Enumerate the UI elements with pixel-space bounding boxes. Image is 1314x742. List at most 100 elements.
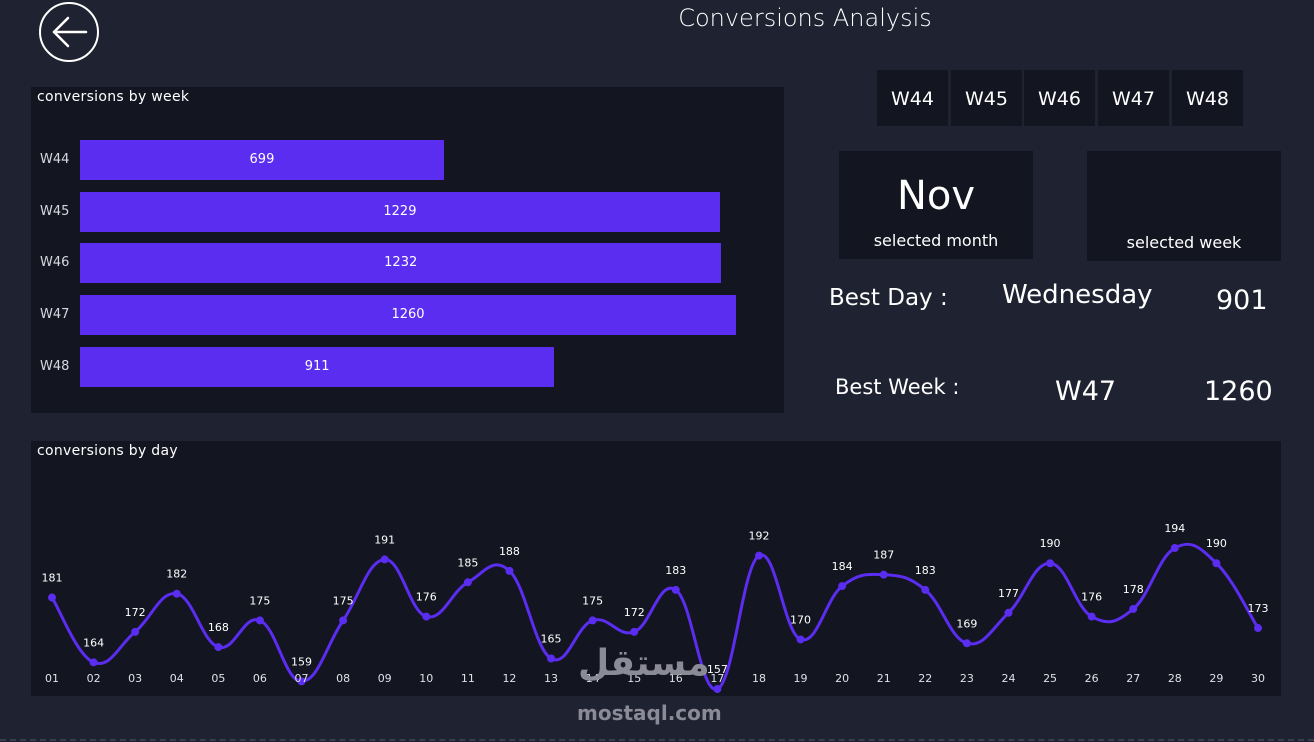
data-label: 164 xyxy=(83,636,104,649)
best-week-value: 1260 xyxy=(1204,376,1273,407)
data-label: 172 xyxy=(125,606,146,619)
bar-category-label: W46 xyxy=(40,255,70,271)
x-tick-label: 20 xyxy=(835,672,849,685)
x-tick-label: 05 xyxy=(211,672,225,685)
data-label: 176 xyxy=(416,591,437,604)
data-point[interactable] xyxy=(588,616,597,625)
data-point[interactable] xyxy=(1129,604,1138,613)
data-label: 157 xyxy=(707,663,728,676)
data-point[interactable] xyxy=(48,593,56,602)
data-point[interactable] xyxy=(380,555,389,564)
data-point[interactable] xyxy=(1212,559,1221,568)
x-tick-label: 19 xyxy=(794,672,808,685)
slicer-week-w47[interactable]: W47 xyxy=(1098,70,1169,126)
x-tick-label: 30 xyxy=(1251,672,1265,685)
bar[interactable] xyxy=(80,346,555,387)
x-tick-label: 13 xyxy=(544,672,558,685)
bar[interactable] xyxy=(80,140,444,180)
data-point[interactable] xyxy=(255,616,264,625)
bar[interactable] xyxy=(80,243,722,284)
x-tick-label: 08 xyxy=(336,672,350,685)
data-point[interactable] xyxy=(505,566,514,575)
watermark-site: mostaql.com xyxy=(577,701,722,725)
data-point[interactable] xyxy=(547,654,556,663)
data-point[interactable] xyxy=(838,582,847,591)
data-label: 187 xyxy=(873,549,894,562)
slicer-week-w45[interactable]: W45 xyxy=(951,70,1022,126)
data-point[interactable] xyxy=(1087,612,1096,621)
x-tick-label: 29 xyxy=(1209,672,1223,685)
x-tick-label: 24 xyxy=(1001,672,1015,685)
data-label: 168 xyxy=(208,621,229,634)
x-tick-label: 18 xyxy=(752,672,766,685)
data-label: 169 xyxy=(956,617,977,630)
data-label: 185 xyxy=(457,556,478,569)
data-label: 183 xyxy=(665,564,686,577)
data-point[interactable] xyxy=(339,616,348,625)
back-button[interactable] xyxy=(39,2,99,62)
x-tick-label: 11 xyxy=(461,672,475,685)
data-label: 175 xyxy=(249,594,270,607)
bar-category-label: W48 xyxy=(40,358,70,374)
slicer-week-w48[interactable]: W48 xyxy=(1172,70,1243,126)
data-point[interactable] xyxy=(796,635,805,644)
data-point[interactable] xyxy=(89,658,98,667)
data-point[interactable] xyxy=(463,578,472,587)
slicer-week-w44[interactable]: W44 xyxy=(877,70,948,126)
data-label: 178 xyxy=(1123,583,1144,596)
data-point[interactable] xyxy=(1046,559,1055,568)
best-day-label: Best Day : xyxy=(829,285,948,311)
data-point[interactable] xyxy=(921,585,930,594)
bar[interactable] xyxy=(80,191,720,232)
bar-category-label: W45 xyxy=(40,203,70,219)
x-tick-label: 25 xyxy=(1043,672,1057,685)
x-tick-label: 15 xyxy=(627,672,641,685)
best-week-label: Best Week : xyxy=(835,375,960,399)
data-point[interactable] xyxy=(754,551,763,560)
day-chart-title: conversions by day xyxy=(37,443,178,459)
data-label: 165 xyxy=(541,633,562,646)
bar-row-w45[interactable]: W45 1229 xyxy=(31,191,784,232)
bottom-divider xyxy=(0,739,1314,741)
data-label: 177 xyxy=(998,587,1019,600)
x-tick-label: 27 xyxy=(1126,672,1140,685)
data-point[interactable] xyxy=(879,570,888,579)
x-tick-label: 28 xyxy=(1168,672,1182,685)
data-label: 183 xyxy=(915,564,936,577)
data-point[interactable] xyxy=(1004,608,1013,617)
best-day-name: Wednesday xyxy=(1002,280,1153,310)
slicer-week-w46[interactable]: W46 xyxy=(1024,70,1095,126)
best-week-name: W47 xyxy=(1055,376,1117,407)
x-tick-label: 07 xyxy=(295,672,309,685)
data-point[interactable] xyxy=(630,627,639,636)
bar-row-w48[interactable]: W48 911 xyxy=(31,346,784,387)
data-label: 170 xyxy=(790,613,811,626)
bar-row-w47[interactable]: W47 1260 xyxy=(31,295,784,336)
data-point[interactable] xyxy=(172,589,181,598)
x-tick-label: 17 xyxy=(710,672,724,685)
selected-month-value: Nov xyxy=(896,173,976,219)
data-label: 190 xyxy=(1040,537,1061,550)
data-point[interactable] xyxy=(214,643,223,652)
data-point[interactable] xyxy=(131,627,140,636)
data-label: 159 xyxy=(291,655,312,668)
data-point[interactable] xyxy=(422,612,431,621)
bar-value-label: 1232 xyxy=(384,255,418,271)
x-tick-label: 06 xyxy=(253,672,267,685)
data-point[interactable] xyxy=(962,639,971,648)
conversions-by-day-chart: conversions by day 181 01 164 02 172 03 182 04 1… xyxy=(31,441,1281,696)
bar[interactable] xyxy=(80,295,736,336)
data-point[interactable] xyxy=(1254,624,1262,633)
bar-row-w46[interactable]: W46 1232 xyxy=(31,243,784,284)
selected-week-card: selected week xyxy=(1087,151,1281,261)
bar-row-w44[interactable]: W44 699 xyxy=(31,140,784,180)
data-point[interactable] xyxy=(1170,544,1179,552)
data-label: 173 xyxy=(1248,602,1269,615)
data-point[interactable] xyxy=(713,685,722,693)
x-tick-label: 14 xyxy=(586,672,600,685)
conversions-by-week-chart: conversions by week W44 699 W45 1229 W46 1232… xyxy=(31,87,784,413)
line-chart-svg: 181 01 164 02 172 03 182 04 168 05 175 06 159 07 175 08… xyxy=(42,522,1269,693)
data-point[interactable] xyxy=(671,585,680,594)
x-tick-label: 26 xyxy=(1085,672,1099,685)
data-point[interactable] xyxy=(297,677,306,686)
